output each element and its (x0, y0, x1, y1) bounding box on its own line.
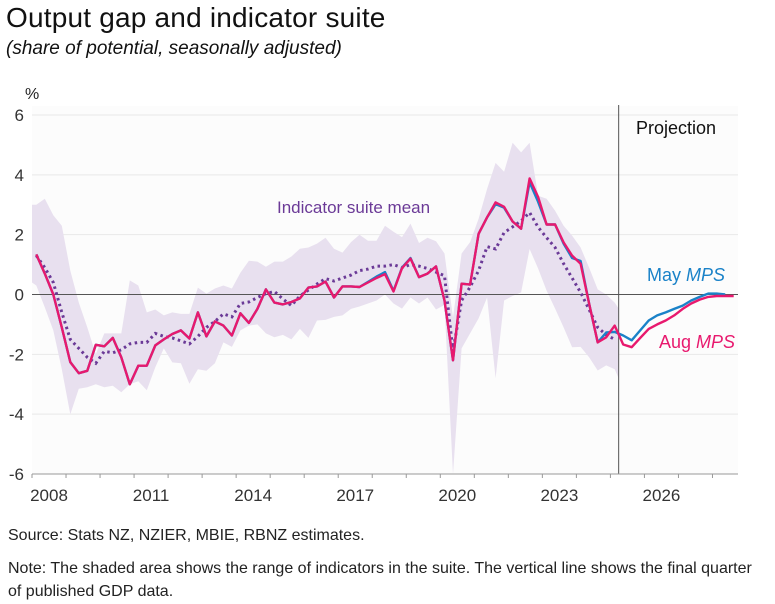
series-indicator-mean-line (35, 210, 616, 366)
x-tick-label: 2011 (133, 486, 170, 505)
may-label-text: May (647, 265, 681, 285)
y-tick-label: 6 (15, 106, 24, 125)
y-tick-label: 0 (15, 286, 24, 305)
x-tick-label: 2017 (336, 486, 374, 505)
x-tick-label: 2008 (30, 486, 68, 505)
x-tick-label: 2020 (438, 486, 476, 505)
y-tick-label: -2 (9, 345, 24, 364)
x-tick-label: 2014 (234, 486, 272, 505)
y-tick-label: -6 (9, 465, 24, 484)
series-aug-mps-line (35, 177, 734, 386)
footnote: Note: The shaded area shows the range of… (8, 560, 752, 600)
may-mps-label: May MPS (647, 265, 725, 285)
source-note: Source: Stats NZ, NZIER, MBIE, RBNZ esti… (8, 527, 365, 544)
y-tick-label: 2 (15, 226, 24, 245)
chart-subtitle: (share of potential, seasonally adjusted… (6, 38, 342, 59)
indicator-range-band (32, 142, 619, 475)
aug-label-mps: MPS (696, 332, 735, 352)
indicator-mean-label: Indicator suite mean (277, 198, 430, 217)
x-tick-label: 2026 (643, 486, 681, 505)
y-axis-unit-label: % (25, 86, 39, 103)
projection-label: Projection (636, 118, 716, 138)
y-tick-label: -4 (9, 405, 24, 424)
aug-label-text: Aug (659, 332, 691, 352)
may-label-mps: MPS (686, 265, 725, 285)
aug-mps-label: Aug MPS (659, 332, 735, 352)
y-tick-label: 4 (15, 166, 24, 185)
chart-title: Output gap and indicator suite (6, 2, 386, 33)
x-tick-label: 2023 (540, 486, 578, 505)
